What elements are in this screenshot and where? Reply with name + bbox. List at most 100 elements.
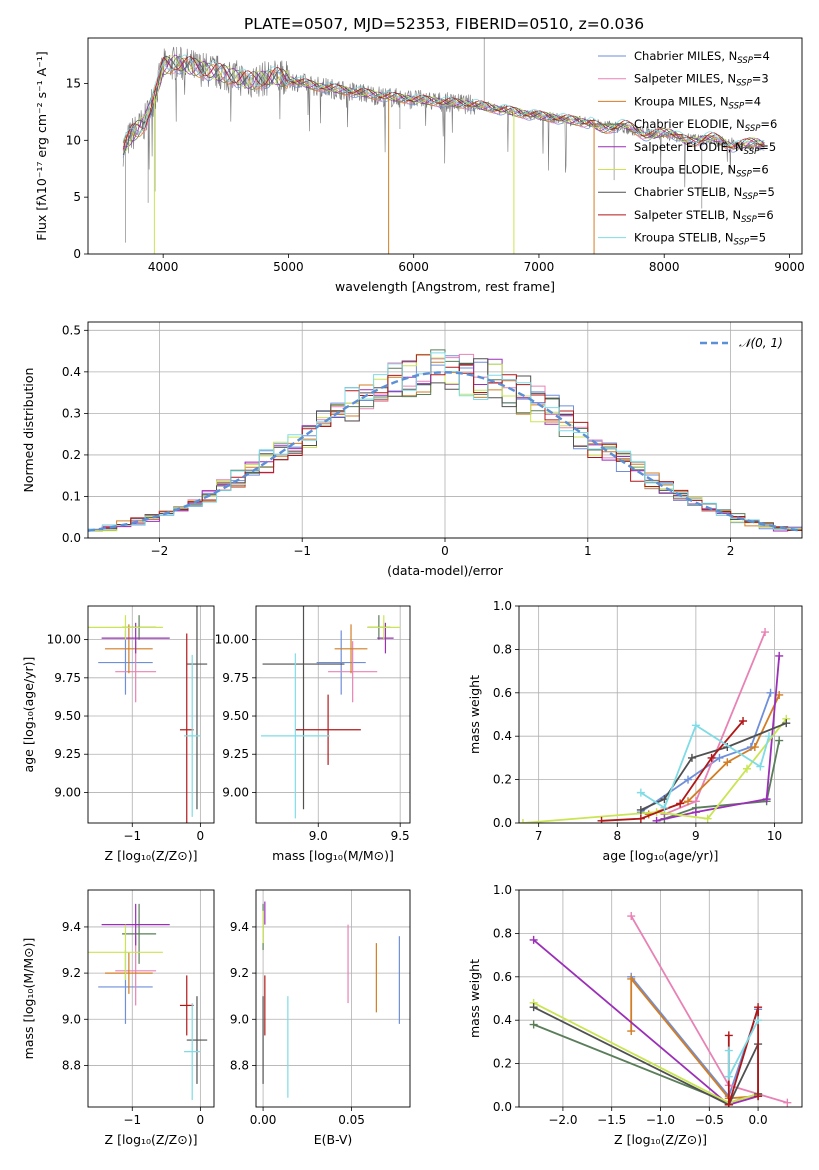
series-point-marker	[636, 788, 645, 797]
series-line	[533, 939, 759, 1106]
x-tick-label: −1.0	[646, 1113, 675, 1127]
y-tick-label: 8.8	[230, 1058, 249, 1072]
axes-frame	[518, 605, 803, 824]
axes-frame	[87, 37, 803, 255]
series-point-marker	[715, 753, 724, 762]
x-tick-label: 9	[692, 829, 700, 843]
series-point-marker	[676, 799, 685, 808]
x-axis-label: (data-model)/error	[387, 563, 504, 578]
plot-area-spectrum	[122, 38, 765, 254]
plot-area-residuals	[88, 349, 802, 532]
y-tick-label: 9.50	[54, 709, 81, 723]
y-tick-label: 9.0	[230, 1012, 249, 1026]
series-line	[533, 1001, 759, 1104]
panel-age_vs_mass: 9.0 9.5 9.00 9.25 9.50 9.75 10.00 mass [log₁₀(M…	[215, 605, 411, 863]
panel-massweight_vs_age: 7 8 9 10 0.0 0.2 0.4 0.6 0.8 1.0 age [log₁₀(age/yr…	[467, 599, 803, 863]
series-point-marker	[766, 688, 775, 697]
legend-label-sub: SSP	[744, 147, 760, 157]
legend-label-sub: SSP	[729, 101, 745, 111]
y-tick-label: 9.4	[62, 920, 81, 934]
x-tick-label: 1	[584, 544, 592, 558]
x-tick-label: 2	[727, 544, 735, 558]
model-spectrum-line	[122, 56, 765, 156]
y-tick-label: 10.00	[215, 633, 249, 647]
legend-label-tail: =5	[749, 231, 766, 245]
y-axis-label: mass weight	[467, 959, 482, 1038]
series-point-marker	[750, 743, 759, 752]
legend-label-text: Salpeter ELODIE, N	[634, 140, 744, 154]
y-tick-label: 0.0	[493, 816, 512, 830]
x-tick-label: 8	[613, 829, 621, 843]
y-tick-label: 9.00	[222, 785, 249, 799]
series-point-marker	[756, 762, 765, 771]
y-tick-label: 10	[66, 133, 81, 147]
x-tick-label: 0	[197, 829, 205, 843]
plot-area-massweight_vs_Z	[529, 912, 792, 1107]
y-tick-label: 0.5	[62, 323, 81, 337]
y-tick-label: 0	[73, 247, 81, 261]
series-point-marker	[754, 1003, 763, 1012]
y-axis-label: mass weight	[467, 675, 482, 754]
x-tick-label: 9.0	[309, 829, 328, 843]
y-tick-label: 0.8	[493, 642, 512, 656]
y-tick-label: 0.0	[62, 531, 81, 545]
series-point-marker	[636, 805, 645, 814]
series-point-marker	[529, 935, 538, 944]
legend-label: Kroupa STELIB, NSSP=5	[634, 231, 766, 248]
panel-age_vs_Z: −1 0 9.00 9.25 9.50 9.75 10.00 Z [log₁₀(Z/Z⊙)] a…	[21, 605, 215, 863]
series-point-marker	[703, 814, 712, 823]
legend-label-text: Kroupa ELODIE, N	[634, 163, 736, 177]
x-tick-label: 7	[535, 829, 543, 843]
x-tick-label: 0	[441, 544, 449, 558]
y-tick-label: 0.0	[493, 1100, 512, 1114]
x-tick-label: −1	[123, 829, 141, 843]
legend-label-tail: =6	[757, 208, 774, 222]
series-line	[640, 692, 772, 813]
x-tick-label: 7000	[524, 260, 555, 274]
legend-label-tail: =4	[753, 49, 770, 63]
series-point-marker	[529, 1003, 538, 1012]
series-point-marker	[684, 797, 693, 806]
y-tick-label: 9.75	[54, 671, 81, 685]
x-tick-label: 0.0	[749, 1113, 768, 1127]
y-tick-label: 0.6	[493, 686, 512, 700]
axes-frame	[87, 889, 215, 1108]
y-tick-label: 0.6	[493, 970, 512, 984]
y-tick-label: 9.25	[54, 747, 81, 761]
legend-label: Kroupa MILES, NSSP=4	[634, 94, 761, 111]
series-line	[630, 976, 759, 1099]
y-tick-label: 0.3	[62, 406, 81, 420]
y-tick-label: 9.75	[222, 671, 249, 685]
x-tick-label: −0.5	[695, 1113, 724, 1127]
plot-area-age_vs_Z	[88, 606, 208, 823]
axes-frame	[518, 889, 803, 1108]
panel-residuals: −2 −1 0 1 2 0.0 0.1 0.2 0.3 0.4 0.5 (data-model)/er…	[21, 321, 803, 578]
y-tick-label: 1.0	[493, 599, 512, 613]
series-point-marker	[783, 1098, 792, 1107]
series-point-marker	[742, 764, 751, 773]
series-point-marker	[627, 912, 636, 921]
legend-label-sub: SSP	[745, 124, 761, 134]
legend-label-tail: =6	[760, 117, 777, 131]
legend-label-sub: SSP	[736, 170, 752, 180]
y-tick-label: 0.4	[493, 729, 512, 743]
y-tick-label: 1.0	[493, 883, 512, 897]
series-point-marker	[636, 814, 645, 823]
x-axis-label: wavelength [Angstrom, rest frame]	[335, 279, 555, 294]
y-tick-label: 9.0	[62, 1012, 81, 1026]
legend-label-sub: SSP	[742, 192, 758, 202]
series-point-marker	[775, 736, 784, 745]
model-spectrum-line	[122, 54, 765, 146]
legend-label: Salpeter ELODIE, NSSP=5	[634, 140, 776, 157]
panel-mass_vs_Z: −1 0 8.8 9.0 9.2 9.4 Z [log₁₀(Z/Z⊙)] mass [log₁…	[21, 889, 215, 1147]
series-point-marker	[707, 753, 716, 762]
x-tick-label: 6000	[398, 260, 429, 274]
series-point-marker	[687, 753, 696, 762]
x-tick-label: 10	[767, 829, 782, 843]
y-tick-label: 9.00	[54, 785, 81, 799]
series-point-marker	[782, 719, 791, 728]
y-tick-label: 9.4	[230, 920, 249, 934]
legend-label: 𝒩(0, 1)	[739, 336, 783, 350]
plot-area-mass_vs_Z	[88, 903, 208, 1101]
series-point-marker	[660, 803, 669, 812]
